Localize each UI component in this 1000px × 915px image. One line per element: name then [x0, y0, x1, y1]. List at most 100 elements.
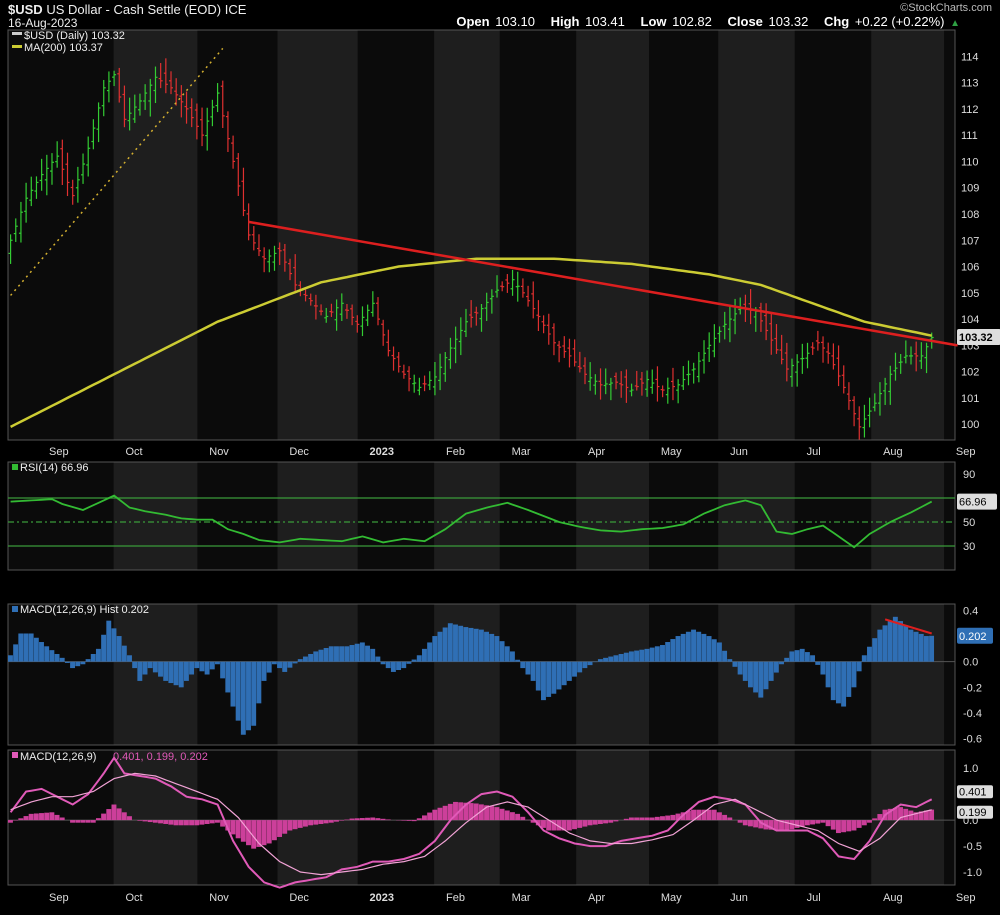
- macd-hist-bar: [438, 632, 443, 662]
- macd-hist-bar: [287, 662, 292, 668]
- macd-hist-bar: [872, 638, 877, 662]
- macd-hist-bar: [608, 820, 613, 823]
- macd-hist-y-tick-label: 0.4: [963, 605, 978, 617]
- macd-hist-bar: [588, 662, 593, 665]
- macd-hist-bar: [39, 813, 44, 820]
- macd-hist-bar: [272, 820, 277, 840]
- macd-hist-bar: [862, 655, 867, 661]
- macd-hist-bar: [572, 662, 577, 677]
- macd-hist-bar: [758, 662, 763, 698]
- macd-hist-bar: [898, 621, 903, 662]
- macd-hist-bar: [634, 651, 639, 662]
- macd-hist-bar: [132, 662, 137, 668]
- macd-hist-bar: [324, 820, 329, 823]
- macd-hist-bar: [355, 644, 360, 662]
- macd-hist-bar: [24, 633, 29, 661]
- macd-hist-bar: [743, 662, 748, 681]
- macd-hist-bar: [34, 813, 39, 820]
- macd-hist-bar: [846, 662, 851, 697]
- macd-hist-bar: [686, 632, 691, 662]
- macd-hist-bar: [582, 662, 587, 668]
- macd-hist-bar: [29, 633, 34, 661]
- macd-hist-bar: [80, 820, 85, 823]
- macd-hist-bar: [236, 662, 241, 721]
- macd-hist-bar: [820, 820, 825, 823]
- macd-hist-bar: [199, 662, 204, 672]
- macd-hist-bar: [220, 662, 225, 679]
- macd-hist-bar: [210, 820, 215, 823]
- high-key: High: [551, 14, 580, 29]
- macd-hist-bar: [857, 662, 862, 672]
- macd-hist-bar: [748, 662, 753, 688]
- macd-hist-bar: [800, 649, 805, 662]
- macd-hist-bar: [831, 662, 836, 700]
- macd-hist-bar: [432, 636, 437, 662]
- month-stripe: [576, 30, 649, 440]
- macd-hist-bar: [789, 651, 794, 661]
- macd-hist-bar: [49, 650, 54, 662]
- macd-hist-bar: [143, 820, 148, 821]
- macd-hist-bar: [49, 812, 54, 820]
- macd-hist-y-tick-label: -0.2: [963, 682, 982, 694]
- low-key: Low: [641, 14, 667, 29]
- month-stripe: [114, 462, 198, 570]
- macd-hist-bar: [603, 658, 608, 662]
- macd-hist-bar: [743, 820, 748, 825]
- x-axis-tick-label: Nov: [209, 892, 229, 904]
- macd-hist-bar: [168, 662, 173, 683]
- x-axis-tick-label: Feb: [446, 446, 465, 458]
- symbol-label: $USD: [8, 2, 43, 17]
- macd-hist-bar: [463, 627, 468, 662]
- x-axis-tick-label: 2023: [370, 446, 394, 458]
- macd-hist-bar: [86, 820, 91, 823]
- x-axis-tick-label: May: [661, 892, 682, 904]
- macd-hist-bar: [494, 636, 499, 662]
- macd-hist-bar: [862, 820, 867, 825]
- macd-hist-y-tick-label: -0.6: [963, 734, 982, 746]
- macd-hist-bar: [350, 819, 355, 821]
- macd-hist-bar: [841, 662, 846, 707]
- price-y-tick-label: 114: [961, 51, 979, 63]
- macd-hist-bar: [313, 820, 318, 825]
- up-arrow-icon: ▲: [950, 18, 960, 29]
- macd-hist-bar: [717, 812, 722, 820]
- macd-hist-bar: [919, 634, 924, 662]
- macd-hist-bar: [386, 819, 391, 820]
- macd-hist-bar: [298, 659, 303, 662]
- macd-hist-bar: [365, 818, 370, 820]
- macd-hist-bar: [908, 630, 913, 662]
- macd-hist-bar: [318, 820, 323, 824]
- macd-hist-bar: [852, 820, 857, 830]
- macd-hist-bar: [324, 648, 329, 662]
- macd-hist-bar: [515, 814, 520, 820]
- macd-hist-bar: [872, 818, 877, 820]
- price-y-tick-label: 112: [961, 104, 979, 116]
- macd-hist-bar: [820, 662, 825, 675]
- macd-last-tag: 0.401: [959, 786, 987, 798]
- month-stripe: [434, 30, 500, 440]
- macd-y-tick-label: 1.0: [963, 763, 978, 775]
- macd-hist-bar: [106, 621, 111, 662]
- macd-hist-bar: [318, 650, 323, 662]
- macd-hist-bar: [329, 820, 334, 823]
- macd-hist-bar: [722, 815, 727, 820]
- macd-hist-legend-label: MACD(12,26,9) Hist 0.202: [20, 604, 149, 616]
- macd-hist-legend-swatch: [12, 606, 18, 612]
- macd-hist-bar: [831, 820, 836, 830]
- macd-hist-bar: [774, 662, 779, 673]
- macd-hist-bar: [712, 810, 717, 820]
- macd-hist-bar: [484, 632, 489, 662]
- month-stripe: [576, 604, 649, 745]
- macd-hist-bar: [443, 628, 448, 662]
- macd-hist-bar: [929, 636, 934, 662]
- macd-hist-bar: [582, 820, 587, 826]
- macd-hist-bar: [205, 820, 210, 824]
- macd-hist-bar: [598, 820, 603, 824]
- x-axis-tick-label: Aug: [883, 446, 903, 458]
- macd-hist-bar: [256, 662, 261, 704]
- date-label: 16-Aug-2023: [8, 16, 77, 30]
- macd-hist-bar: [18, 818, 23, 820]
- macd-hist-bar: [117, 636, 122, 662]
- macd-hist-bar: [381, 819, 386, 820]
- price-y-tick-label: 106: [961, 262, 979, 274]
